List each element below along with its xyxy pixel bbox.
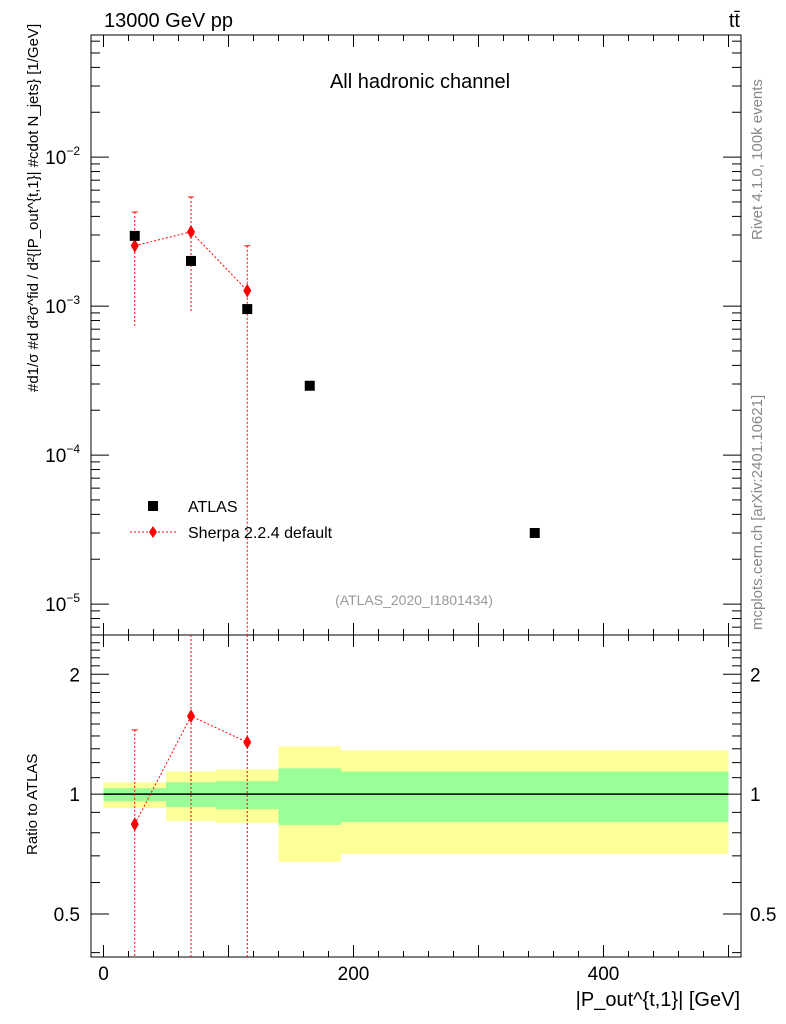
upper-frame xyxy=(90,34,742,636)
legend-atlas-label: ATLAS xyxy=(188,499,238,516)
chart-title: All hadronic channel xyxy=(330,71,510,93)
upper-ylabel: #d1/σ #d d²σ^fid / d²{|P_out^{t,1}| #cdo… xyxy=(25,24,42,392)
sherpa-point xyxy=(130,238,139,253)
process-label: tt̄ xyxy=(729,10,741,32)
ratio-sherpa-point xyxy=(187,709,195,724)
atlas-point xyxy=(129,230,140,241)
energy-label: 13000 GeV pp xyxy=(104,10,233,32)
uncertainty-band-green xyxy=(278,768,341,825)
ratio-y-tick-label: 0.5 xyxy=(54,905,80,926)
legend: ATLAS Sherpa 2.2.4 default xyxy=(130,499,333,542)
ratio-y-tick-label: 1 xyxy=(750,785,761,806)
sherpa-point xyxy=(243,283,252,298)
y-tick-label: 10−3 xyxy=(45,293,80,318)
x-axis-label: |P_out^{t,1}| [GeV] xyxy=(576,989,740,1011)
legend-atlas-marker xyxy=(148,501,158,511)
uncertainty-band-green xyxy=(341,771,729,823)
legend-sherpa-marker xyxy=(149,526,157,538)
y-tick-label: 10−4 xyxy=(45,442,80,467)
sherpa-point xyxy=(187,224,195,239)
analysis-id: (ATLAS_2020_I1801434) xyxy=(335,592,493,608)
ratio-y-tick-label: 1 xyxy=(69,785,80,806)
ratio-sherpa-point xyxy=(243,735,252,750)
atlas-point xyxy=(242,304,253,315)
ratio-frame xyxy=(90,634,742,958)
ratio-sherpa-point xyxy=(130,817,139,832)
legend-sherpa-label: Sherpa 2.2.4 default xyxy=(188,525,333,542)
x-tick-label: 400 xyxy=(588,964,620,985)
ratio-y-tick-label: 0.5 xyxy=(750,905,776,926)
x-tick-label: 0 xyxy=(98,964,109,985)
rivet-label: Rivet 4.1.0, 100k events xyxy=(749,79,766,240)
atlas-point xyxy=(529,527,540,538)
mcplots-label: mcplots.cern.ch [arXiv:2401.10621] xyxy=(749,395,766,630)
atlas-point xyxy=(304,380,315,391)
x-tick-label: 200 xyxy=(338,964,370,985)
ratio-y-tick-label: 2 xyxy=(69,665,80,686)
ratio-y-tick-label: 2 xyxy=(750,665,761,686)
y-tick-label: 10−2 xyxy=(45,144,80,169)
atlas-point xyxy=(186,255,196,266)
y-tick-label: 10−5 xyxy=(45,591,80,616)
ratio-ylabel: Ratio to ATLAS xyxy=(24,754,41,855)
